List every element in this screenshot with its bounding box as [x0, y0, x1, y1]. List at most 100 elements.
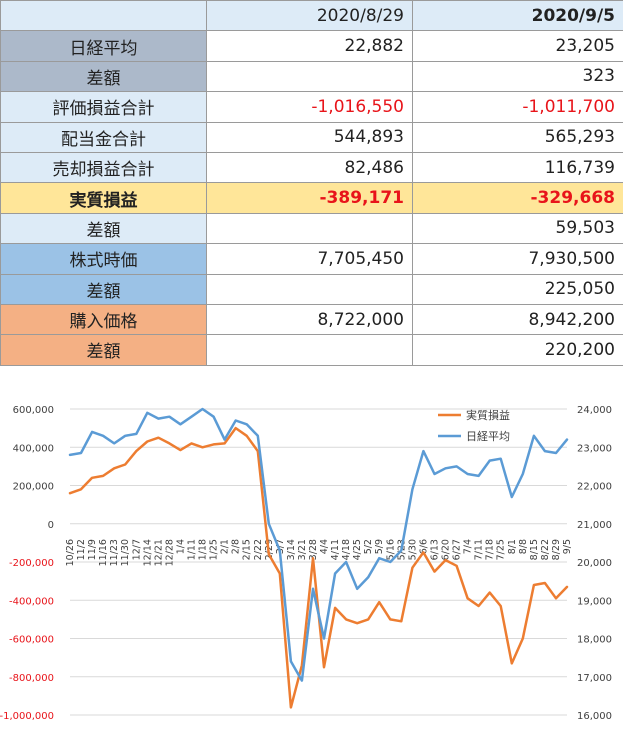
table-row: 差額 323: [0, 60, 623, 93]
row-value-1: 544,893: [206, 121, 413, 153]
legend-label: 実質損益: [466, 408, 510, 422]
header-row: 2020/8/29 2020/9/5: [0, 0, 623, 32]
table-row: 日経平均 22,882 23,205: [0, 30, 623, 62]
row-label: 実質損益: [0, 182, 207, 214]
row-label: 購入価格: [0, 303, 207, 336]
legend-label: 日経平均: [466, 430, 510, 443]
row-value-1: 22,882: [206, 30, 413, 62]
x-tick-label: 11/9: [87, 539, 98, 560]
x-tick-label: 6/27: [452, 539, 463, 560]
x-tick-label: 11/23: [109, 539, 120, 566]
left-tick-label: -600,000: [9, 635, 54, 646]
x-tick-label: 12/21: [153, 539, 164, 566]
x-tick-label: 8/29: [551, 539, 562, 560]
row-value-2: 23,205: [412, 30, 623, 62]
row-label: 差額: [0, 212, 207, 245]
row-value-2: 8,942,200: [412, 303, 623, 336]
x-tick-label: 5/2: [363, 539, 374, 554]
x-tick-label: 1/25: [209, 539, 220, 560]
table-row: 評価損益合計 -1,016,550 -1,011,700: [0, 91, 623, 123]
row-value-1: -389,171: [206, 182, 413, 214]
right-tick-label: 17,000: [577, 673, 612, 684]
row-value-2: 220,200: [412, 334, 623, 366]
left-tick-label: -1,000,000: [0, 711, 54, 722]
row-value-2: 323: [412, 60, 623, 93]
right-tick-label: 24,000: [577, 405, 612, 416]
table-row: 実質損益 -389,171 -329,668: [0, 182, 623, 214]
row-value-1: [206, 60, 413, 93]
header-date-1: 2020/8/29: [206, 0, 413, 32]
x-tick-label: 6/20: [441, 539, 452, 560]
table-row: 株式時価 7,705,450 7,930,500: [0, 243, 623, 275]
x-tick-label: 5/30: [407, 539, 418, 560]
x-tick-label: 3/7: [275, 539, 286, 554]
row-value-2: 59,503: [412, 212, 623, 245]
summary-table: 2020/8/29 2020/9/5 日経平均 22,882 23,205 差額…: [0, 0, 623, 366]
x-tick-label: 7/4: [463, 539, 474, 554]
row-label: 差額: [0, 334, 207, 366]
x-tick-label: 6/6: [418, 539, 429, 554]
row-value-2: -329,668: [412, 182, 623, 214]
x-tick-label: 3/21: [297, 539, 308, 560]
row-value-1: [206, 212, 413, 245]
x-tick-label: 2/8: [231, 539, 242, 554]
x-tick-label: 9/5: [562, 539, 573, 554]
x-tick-label: 12/28: [164, 539, 175, 566]
x-tick-label: 12/14: [142, 539, 153, 566]
x-tick-label: 8/15: [529, 539, 540, 560]
row-value-1: 82,486: [206, 151, 413, 184]
x-tick-label: 8/8: [518, 539, 529, 554]
row-value-2: 225,050: [412, 273, 623, 305]
x-tick-label: 11/2: [76, 539, 87, 560]
series-line-left: [68, 426, 569, 709]
row-label: 売却損益合計: [0, 151, 207, 184]
x-tick-label: 4/18: [341, 539, 352, 560]
gridlines: [70, 408, 567, 716]
x-tick-label: 4/25: [352, 539, 363, 560]
row-value-2: 7,930,500: [412, 243, 623, 275]
x-tick-label: 5/16: [385, 539, 396, 560]
row-label: 株式時価: [0, 243, 207, 275]
line-chart: 600,000 400,000 200,000 0 -200,000 -400,000 -6…: [0, 405, 612, 722]
x-tick-label: 1/11: [186, 539, 197, 560]
series-line-right: [68, 407, 569, 682]
x-tick-label: 7/11: [474, 539, 485, 560]
series-lines: [68, 407, 569, 709]
row-label: 配当金合計: [0, 121, 207, 153]
left-tick-label: 400,000: [13, 443, 54, 454]
table-row: 差額 225,050: [0, 273, 623, 305]
left-tick-label: 0: [48, 520, 54, 531]
x-tick-label: 12/7: [131, 539, 142, 560]
x-tick-label: 4/4: [319, 539, 330, 554]
row-value-1: 7,705,450: [206, 243, 413, 275]
table-row: 差額 59,503: [0, 212, 623, 245]
x-tick-label: 8/22: [540, 539, 551, 560]
row-value-1: -1,016,550: [206, 91, 413, 123]
left-tick-label: -200,000: [9, 558, 54, 569]
right-tick-label: 23,000: [577, 443, 612, 454]
left-tick-label: -800,000: [9, 673, 54, 684]
x-axis-ticks: 10/26 11/2 11/9 11/16 11/23 11/30 12/7 12/14 12/…: [65, 539, 573, 566]
x-tick-label: 2/1: [220, 539, 231, 554]
table-row: 売却損益合計 82,486 116,739: [0, 151, 623, 184]
x-tick-label: 3/14: [286, 539, 297, 560]
left-tick-label: 600,000: [13, 405, 54, 416]
left-tick-label: 200,000: [13, 482, 54, 493]
left-axis-ticks: 600,000 400,000 200,000 0 -200,000 -400,000 -6…: [0, 405, 54, 722]
row-label: 評価損益合計: [0, 91, 207, 123]
x-tick-label: 5/9: [374, 539, 385, 554]
x-tick-label: 7/25: [496, 539, 507, 560]
right-tick-label: 19,000: [577, 596, 612, 607]
row-label: 差額: [0, 60, 207, 93]
x-tick-label: 7/18: [485, 539, 496, 560]
header-date-2: 2020/9/5: [412, 0, 623, 32]
right-tick-label: 22,000: [577, 482, 612, 493]
row-value-1: [206, 273, 413, 305]
row-value-1: [206, 334, 413, 366]
x-tick-label: 2/15: [242, 539, 253, 560]
table-row: 配当金合計 544,893 565,293: [0, 121, 623, 153]
x-tick-label: 8/1: [507, 539, 518, 554]
left-tick-label: -400,000: [9, 596, 54, 607]
header-label-cell: [0, 0, 207, 32]
